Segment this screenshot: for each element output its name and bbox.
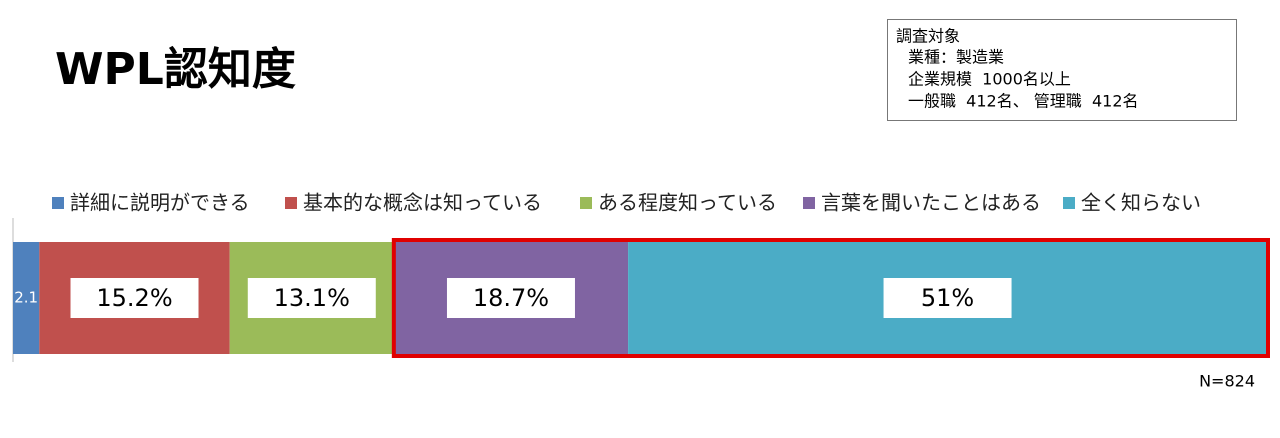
chart-title: WPL認知度 (55, 44, 296, 95)
value-label-box (446, 278, 575, 318)
legend-swatch (285, 197, 297, 209)
legend-label: 言葉を聞いたことはある (821, 191, 1041, 215)
legend-label: 基本的な概念は知っている (303, 191, 542, 215)
legend-swatch (803, 197, 815, 209)
value-label: 15.2% (96, 284, 172, 312)
value-label-box (883, 278, 1012, 318)
value-label-box (247, 278, 376, 318)
notes-heading: 調査対象 (896, 27, 960, 46)
legend-label: 全く知らない (1081, 191, 1201, 215)
legend-label: 詳細に説明ができる (70, 191, 250, 215)
notes-line: 業種：製造業 (908, 48, 1004, 67)
bar-segment (13, 242, 40, 354)
notes-line: 企業規模 1000名以上 (908, 70, 1071, 89)
notes-line: 一般職 412名、 管理職 412名 (908, 92, 1139, 111)
legend-label: ある程度知っている (598, 191, 777, 215)
legend-swatch (1063, 197, 1075, 209)
value-label: 18.7% (473, 284, 549, 312)
value-label-box (70, 278, 199, 318)
value-label: 13.1% (274, 284, 350, 312)
sample-size: N=824 (1199, 372, 1255, 391)
value-label: 2.1 (14, 289, 38, 307)
value-label: 51% (921, 284, 974, 312)
legend-swatch (580, 197, 592, 209)
notes-box (887, 19, 1237, 121)
legend-swatch (52, 197, 64, 209)
highlight-box (391, 238, 1271, 358)
